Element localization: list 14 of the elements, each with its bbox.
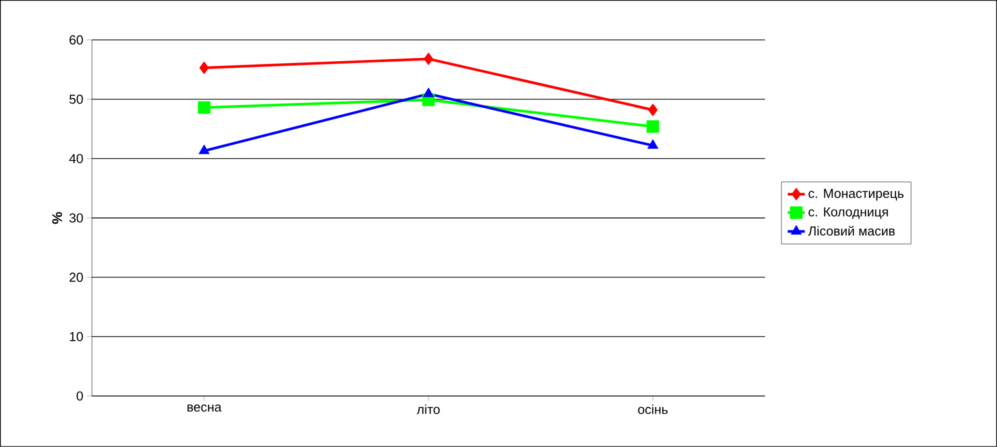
y-tick-label: 40	[69, 154, 83, 164]
y-tick-label: 60	[70, 35, 83, 45]
y-tick-label: 10	[70, 332, 83, 342]
legend-label: Лісовий масив	[808, 226, 895, 236]
y-tick-label: 20	[70, 272, 83, 282]
y-tick-label: 0	[76, 391, 83, 401]
x-tick-label: весна	[188, 404, 222, 412]
y-tick-label: 30	[69, 213, 83, 223]
legend-label: с. Колодниця	[808, 207, 888, 219]
x-tick-label: осінь	[638, 404, 668, 414]
x-tick-label: літо	[416, 404, 440, 414]
legend-label: с. Монастирець	[808, 188, 904, 201]
y-axis-title: %	[52, 212, 62, 224]
y-tick-label: 50	[69, 94, 83, 104]
